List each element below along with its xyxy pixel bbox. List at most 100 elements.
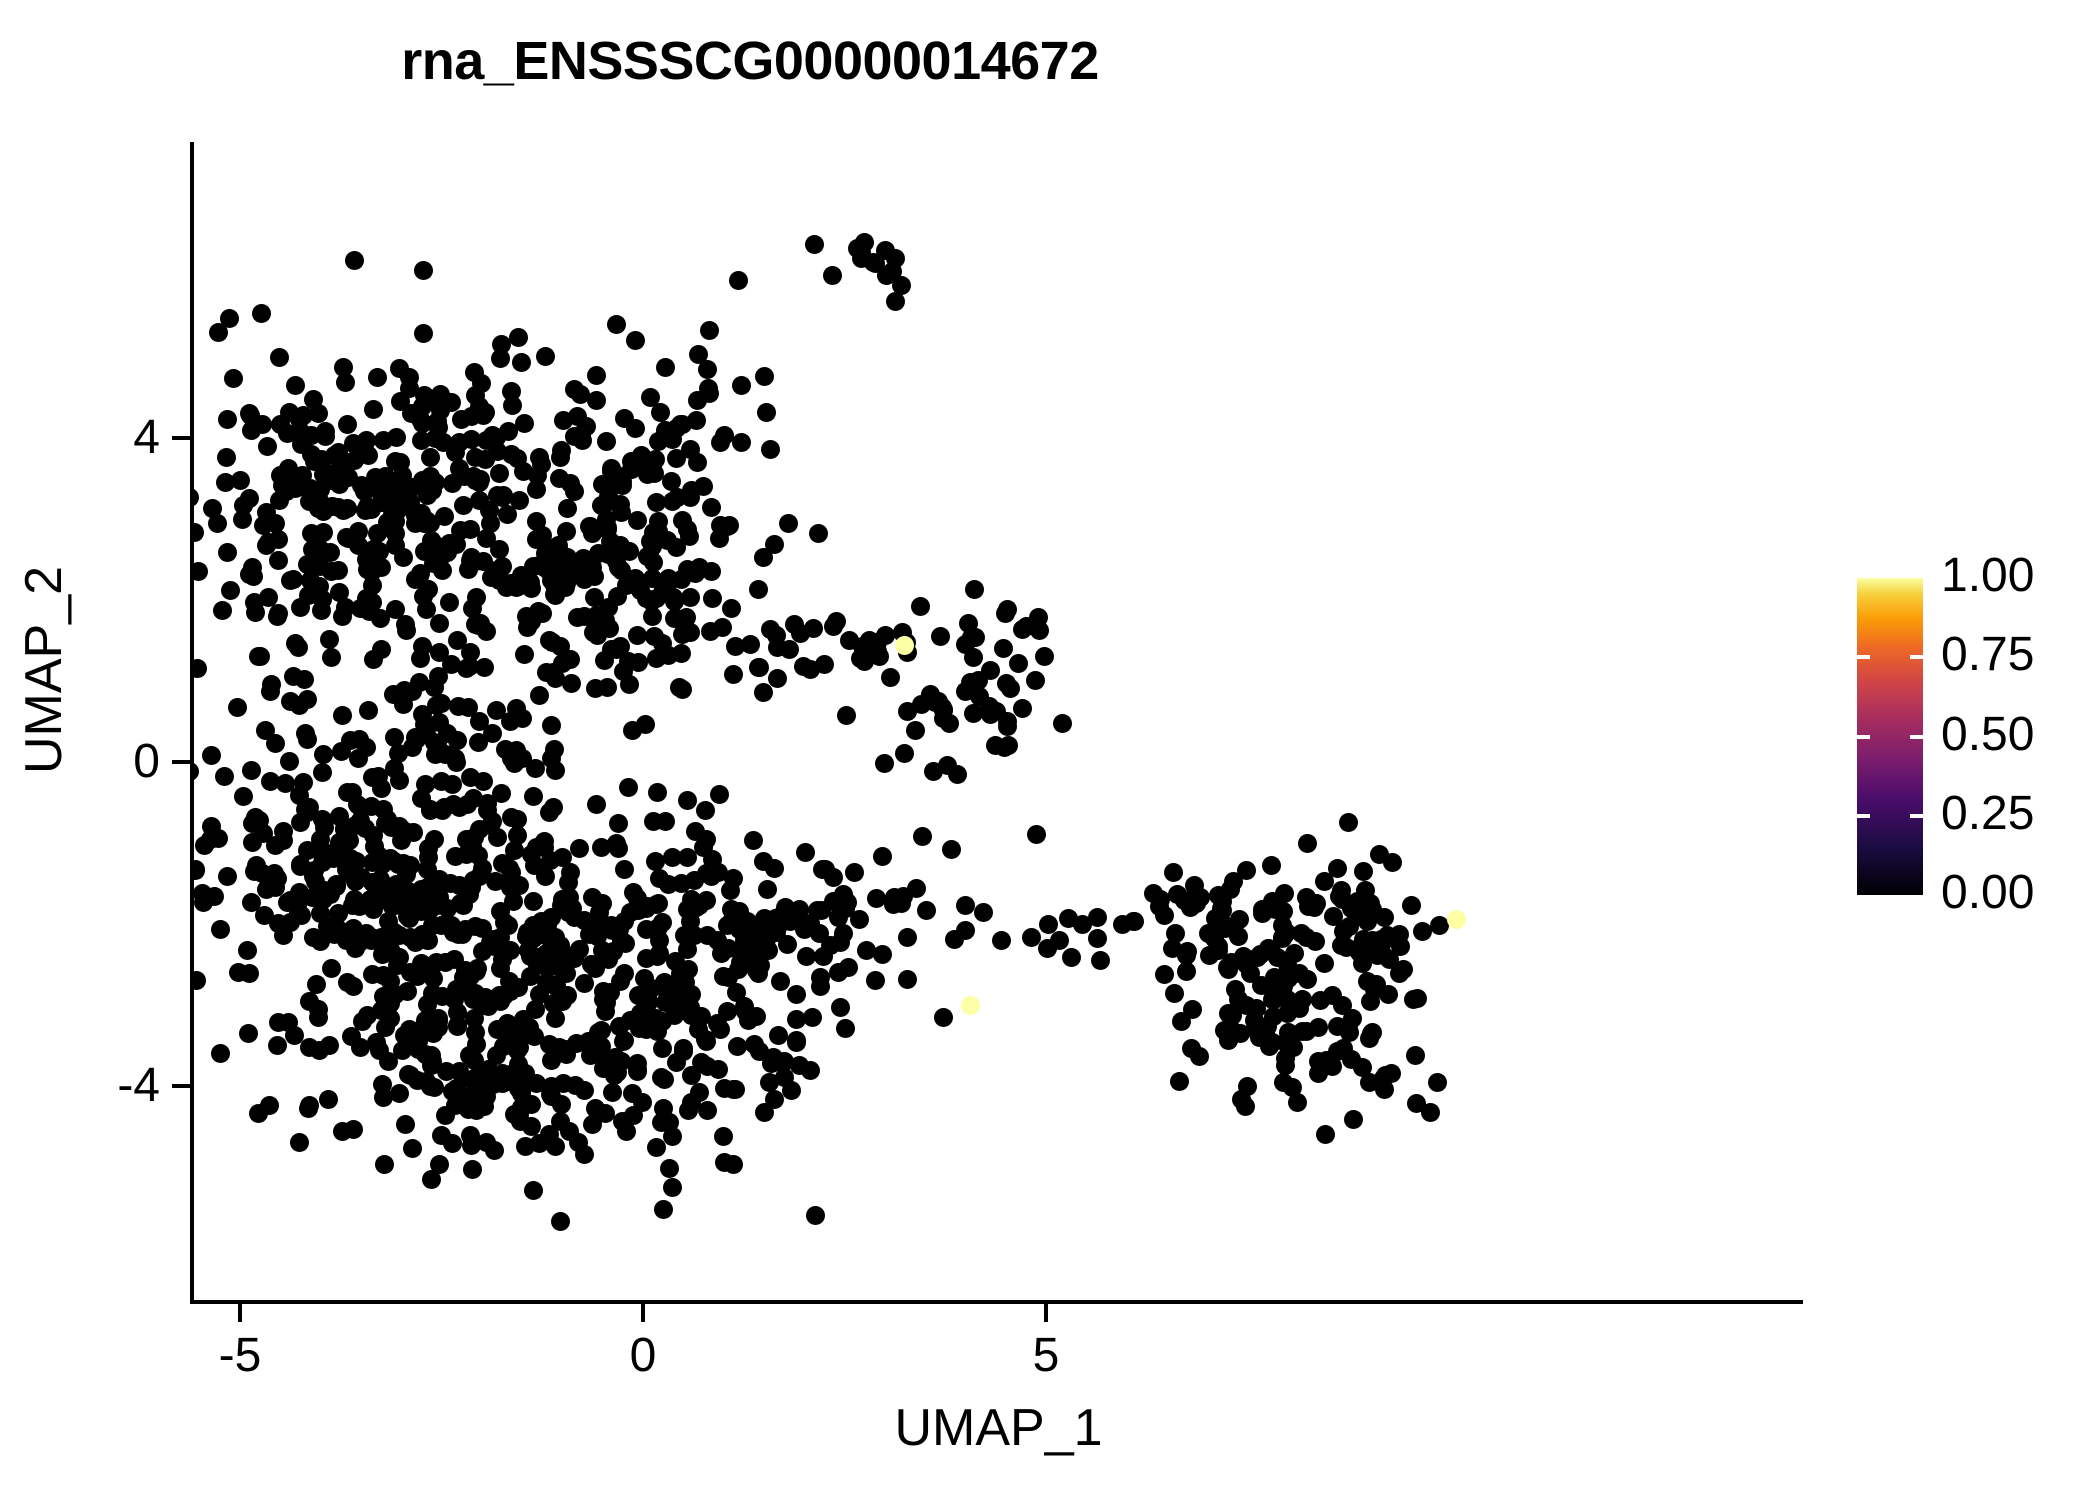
scatter-point bbox=[374, 1154, 394, 1174]
scatter-point bbox=[691, 1006, 711, 1026]
scatter-point bbox=[938, 756, 958, 776]
scatter-point bbox=[613, 1032, 633, 1052]
scatter-point bbox=[677, 608, 697, 628]
scatter-point bbox=[850, 909, 870, 929]
scatter-point bbox=[821, 936, 841, 956]
scatter-point bbox=[433, 544, 453, 564]
scatter-point bbox=[392, 1040, 412, 1060]
scatter-point bbox=[289, 409, 309, 429]
scatter-point bbox=[637, 465, 657, 484]
x-tick-mark bbox=[641, 1304, 645, 1322]
scatter-point bbox=[551, 1212, 571, 1232]
scatter-point bbox=[357, 1006, 377, 1026]
scatter-point bbox=[194, 659, 208, 679]
scatter-point bbox=[322, 958, 342, 978]
scatter-point bbox=[1272, 915, 1292, 935]
scatter-point bbox=[209, 323, 229, 343]
scatter-point bbox=[501, 1065, 521, 1085]
scatter-point bbox=[897, 970, 917, 990]
colorbar-tick-mark bbox=[1857, 734, 1870, 739]
scatter-point bbox=[299, 992, 319, 1012]
scatter-point bbox=[374, 799, 394, 819]
scatter-point bbox=[279, 458, 299, 478]
scatter-point bbox=[545, 760, 565, 780]
scatter-point bbox=[1257, 1017, 1277, 1037]
scatter-point bbox=[505, 753, 525, 773]
scatter-point bbox=[270, 347, 290, 367]
scatter-point bbox=[782, 1081, 802, 1101]
scatter-point bbox=[345, 526, 365, 546]
scatter-point bbox=[485, 871, 505, 891]
scatter-point bbox=[252, 304, 272, 324]
scatter-point bbox=[492, 487, 512, 507]
scatter-point bbox=[624, 1106, 644, 1126]
scatter-point bbox=[412, 954, 432, 974]
colorbar-tick-label: 0.75 bbox=[1941, 628, 2035, 682]
scatter-point bbox=[486, 428, 506, 448]
scatter-point bbox=[544, 797, 564, 817]
x-tick-label: 5 bbox=[1032, 1329, 1060, 1382]
scatter-point bbox=[872, 847, 892, 867]
scatter-point bbox=[312, 449, 332, 469]
scatter-point bbox=[701, 498, 721, 518]
scatter-point bbox=[628, 1054, 648, 1074]
scatter-point bbox=[1191, 887, 1211, 907]
scatter-point bbox=[473, 918, 493, 938]
scatter-point bbox=[254, 906, 274, 926]
scatter-point bbox=[571, 385, 591, 405]
scatter-point bbox=[974, 903, 994, 923]
scatter-point bbox=[293, 773, 313, 793]
scatter-point bbox=[414, 323, 434, 343]
scatter-point bbox=[530, 556, 550, 576]
scatter-point bbox=[466, 552, 486, 572]
scatter-point bbox=[960, 995, 980, 1015]
scatter-point bbox=[469, 490, 489, 510]
scatter-point bbox=[447, 1016, 467, 1036]
scatter-point bbox=[591, 1037, 611, 1057]
scatter-point bbox=[364, 836, 384, 856]
scatter-point bbox=[1235, 1096, 1255, 1116]
scatter-point bbox=[470, 987, 490, 1007]
scatter-point bbox=[1154, 964, 1174, 984]
scatter-point bbox=[713, 618, 733, 638]
scatter-point bbox=[423, 916, 443, 936]
scatter-point bbox=[649, 522, 669, 542]
scatter-point bbox=[921, 684, 941, 704]
scatter-point bbox=[651, 1067, 671, 1087]
scatter-point bbox=[1353, 862, 1373, 882]
scatter-point bbox=[700, 320, 720, 340]
scatter-point bbox=[481, 513, 501, 533]
scatter-point bbox=[687, 390, 707, 410]
scatter-point bbox=[659, 572, 679, 592]
scatter-point bbox=[396, 821, 416, 841]
scatter-point bbox=[604, 471, 624, 491]
scatter-point bbox=[891, 275, 911, 295]
scatter-point bbox=[1013, 698, 1033, 718]
scatter-point bbox=[336, 597, 356, 617]
scatter-point bbox=[766, 922, 786, 942]
scatter-point bbox=[448, 630, 468, 650]
scatter-point bbox=[416, 1072, 436, 1092]
scatter-point bbox=[866, 254, 886, 274]
scatter-point bbox=[302, 888, 322, 908]
scatter-point bbox=[620, 1010, 640, 1030]
scatter-point bbox=[540, 851, 560, 871]
scatter-point bbox=[574, 1080, 594, 1100]
scatter-point bbox=[373, 430, 393, 450]
scatter-point bbox=[628, 652, 648, 672]
scatter-point bbox=[611, 503, 631, 523]
scatter-point bbox=[194, 523, 205, 543]
scatter-point bbox=[1283, 994, 1303, 1014]
scatter-point bbox=[806, 1205, 826, 1225]
scatter-point bbox=[673, 1039, 693, 1059]
scatter-point bbox=[355, 481, 375, 501]
scatter-point bbox=[551, 448, 571, 468]
scatter-point bbox=[823, 266, 843, 286]
scatter-point bbox=[587, 366, 607, 386]
scatter-point bbox=[394, 853, 414, 873]
scatter-point bbox=[238, 1024, 258, 1044]
scatter-point bbox=[523, 891, 543, 911]
scatter-point bbox=[1405, 1046, 1425, 1066]
scatter-point bbox=[1331, 880, 1351, 900]
scatter-point bbox=[416, 774, 436, 794]
